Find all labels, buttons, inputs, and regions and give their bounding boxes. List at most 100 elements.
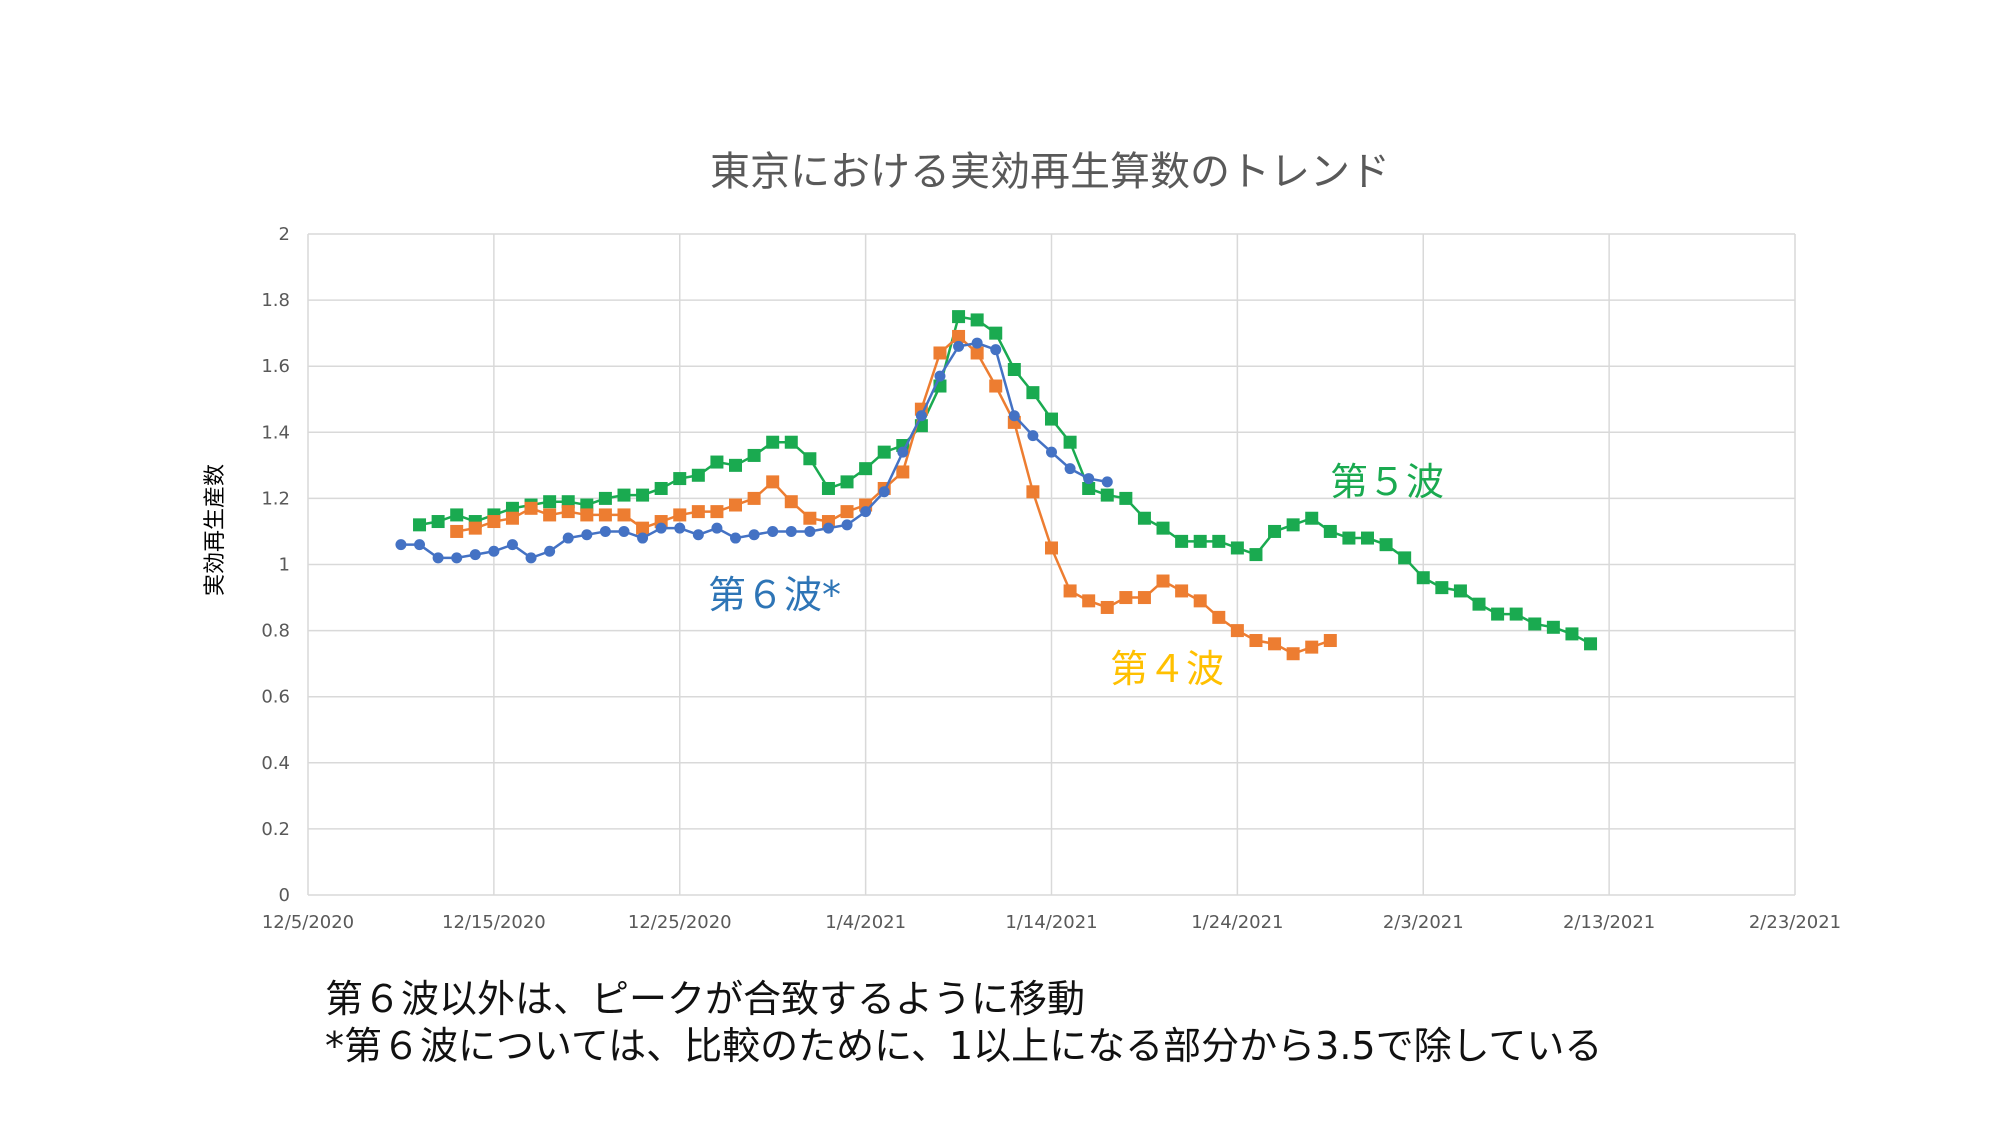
data-point xyxy=(636,521,650,535)
data-point xyxy=(970,313,984,327)
data-point xyxy=(561,505,575,519)
data-point xyxy=(469,549,481,561)
data-point xyxy=(1212,610,1226,624)
data-point xyxy=(1286,518,1300,532)
y-tick-label: 1 xyxy=(279,555,290,576)
data-point xyxy=(1063,584,1077,598)
y-tick-label: 1.4 xyxy=(261,422,290,443)
data-point xyxy=(561,495,575,509)
data-point xyxy=(1175,534,1189,548)
data-point xyxy=(654,481,668,495)
data-point xyxy=(487,515,501,529)
data-point xyxy=(617,488,631,502)
data-point xyxy=(1064,463,1076,475)
data-point xyxy=(730,532,742,544)
data-point xyxy=(413,518,427,532)
series-1 xyxy=(413,310,1598,651)
y-tick-label: 0.2 xyxy=(261,819,290,840)
x-tick-label: 12/25/2020 xyxy=(628,912,732,933)
data-point xyxy=(598,508,612,522)
data-point xyxy=(673,472,687,486)
x-tick-label: 2/23/2021 xyxy=(1749,912,1841,933)
data-point xyxy=(747,491,761,505)
data-point xyxy=(1472,597,1486,611)
data-point xyxy=(1342,531,1356,545)
data-point xyxy=(784,495,798,509)
x-tick-label: 1/14/2021 xyxy=(1005,912,1097,933)
data-point xyxy=(970,346,984,360)
data-point xyxy=(1230,624,1244,638)
data-point xyxy=(431,515,445,529)
data-point xyxy=(1082,594,1096,608)
data-point xyxy=(803,452,817,466)
data-point xyxy=(860,506,872,518)
data-point xyxy=(1416,571,1430,585)
note-line-2: *第６波については、比較のために、1以上になる部分から3.5で除している xyxy=(325,1024,1603,1068)
y-tick-label: 1.2 xyxy=(261,488,290,509)
x-tick-label: 2/13/2021 xyxy=(1563,912,1655,933)
data-point xyxy=(1435,581,1449,595)
data-point xyxy=(878,486,890,498)
data-point xyxy=(840,505,854,519)
data-point xyxy=(803,511,817,525)
data-point xyxy=(1119,491,1133,505)
data-point xyxy=(729,498,743,512)
data-point xyxy=(617,508,631,522)
data-point xyxy=(1193,594,1207,608)
data-point xyxy=(1323,524,1337,538)
data-point xyxy=(505,501,519,515)
x-tick-label: 12/15/2020 xyxy=(442,912,546,933)
data-point xyxy=(692,529,704,541)
data-point xyxy=(1193,534,1207,548)
data-point xyxy=(1027,430,1039,442)
series-line xyxy=(419,315,1592,645)
x-tick-label: 12/5/2020 xyxy=(262,912,354,933)
y-tick-label: 0.6 xyxy=(261,687,290,708)
series-layer xyxy=(395,310,1598,661)
data-point xyxy=(562,532,574,544)
data-point xyxy=(637,532,649,544)
data-point xyxy=(821,481,835,495)
data-point xyxy=(618,525,630,537)
data-point xyxy=(859,462,873,476)
data-point xyxy=(1045,541,1058,555)
y-axis-label: 実効再生産数 xyxy=(203,464,228,596)
data-point xyxy=(804,525,816,537)
y-tick-label: 0.8 xyxy=(261,621,290,642)
data-point xyxy=(395,539,407,551)
data-point xyxy=(1156,574,1170,588)
data-point xyxy=(1305,640,1319,654)
data-point xyxy=(1546,620,1560,634)
data-point xyxy=(1026,485,1040,499)
data-point xyxy=(1137,511,1151,525)
data-point xyxy=(1249,548,1263,562)
data-point xyxy=(673,508,687,522)
data-point xyxy=(1249,634,1263,648)
data-point xyxy=(841,519,853,531)
data-point xyxy=(1584,637,1598,651)
data-point xyxy=(822,522,834,534)
data-point xyxy=(414,539,426,551)
data-point xyxy=(767,525,779,537)
data-point xyxy=(1398,551,1412,565)
data-point xyxy=(1360,531,1374,545)
data-point xyxy=(544,545,556,557)
gridlines xyxy=(307,233,1796,896)
data-point xyxy=(580,508,594,522)
data-point xyxy=(598,491,612,505)
x-axis-ticks: 12/5/2020 12/15/2020 12/25/2020 1/4/2021 1/1… xyxy=(262,912,1841,933)
data-point xyxy=(989,326,1003,340)
data-point xyxy=(1379,538,1393,552)
data-point xyxy=(952,310,966,324)
data-point xyxy=(1100,488,1114,502)
data-point xyxy=(581,529,593,541)
data-point xyxy=(543,495,557,509)
data-point xyxy=(915,410,927,422)
data-point xyxy=(1268,637,1282,651)
data-point xyxy=(1268,524,1282,538)
data-point xyxy=(1045,412,1058,426)
data-point xyxy=(711,522,723,534)
y-tick-label: 1.6 xyxy=(261,356,290,377)
data-point xyxy=(1491,607,1505,621)
